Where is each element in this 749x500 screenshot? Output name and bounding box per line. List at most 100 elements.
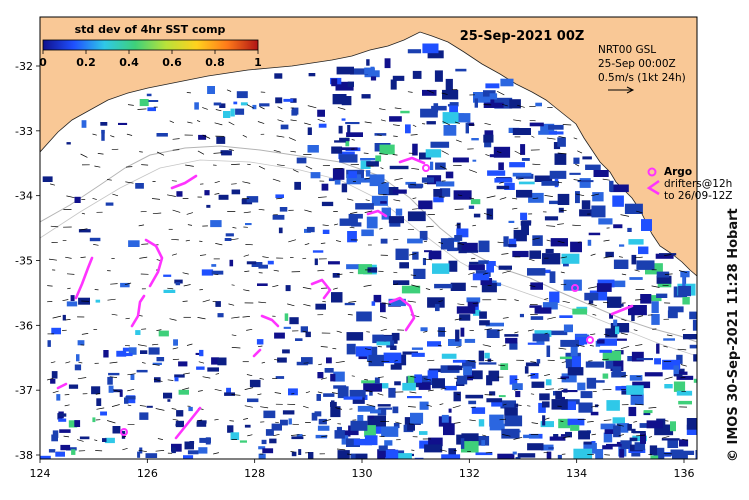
sst-data-patch: [214, 103, 222, 106]
sst-data-patch: [263, 411, 275, 419]
sst-data-patch: [393, 407, 399, 414]
sst-data-patch: [516, 190, 532, 198]
sst-data-patch: [631, 314, 635, 321]
sst-data-patch: [488, 359, 492, 362]
sst-data-patch: [561, 376, 570, 378]
sst-data-patch: [479, 419, 484, 426]
longitude-label: 124: [30, 467, 51, 480]
sst-data-patch: [606, 400, 620, 411]
latitude-label: -38: [15, 449, 33, 462]
current-vector: [141, 165, 148, 166]
sst-data-patch: [453, 158, 469, 163]
sst-data-patch: [146, 453, 158, 458]
sst-data-patch: [581, 391, 593, 398]
sst-data-patch: [317, 372, 323, 378]
sst-data-patch: [572, 356, 581, 368]
sst-data-patch: [674, 382, 685, 392]
sst-data-patch: [268, 261, 274, 265]
sst-data-patch: [149, 347, 160, 354]
sst-data-patch: [283, 410, 295, 414]
sst-data-patch: [140, 350, 147, 354]
sst-data-patch: [455, 330, 459, 342]
sst-data-patch: [485, 353, 490, 359]
sst-data-patch: [636, 260, 654, 270]
sst-data-patch: [461, 438, 464, 449]
longitude-label: 134: [566, 467, 587, 480]
sst-data-patch: [226, 233, 234, 236]
sst-data-patch: [433, 197, 444, 202]
current-vector: [561, 284, 566, 285]
sst-data-patch: [266, 429, 274, 436]
sst-data-patch: [436, 181, 454, 186]
sst-data-patch: [385, 457, 393, 465]
sst-data-patch: [488, 261, 495, 266]
sst-data-patch: [514, 404, 518, 408]
sst-data-patch: [59, 429, 70, 433]
sst-data-patch: [202, 269, 213, 275]
sst-data-patch: [360, 158, 375, 160]
sst-data-patch: [275, 194, 284, 198]
sst-data-patch: [683, 334, 702, 339]
sst-data-patch: [613, 224, 622, 228]
sst-data-patch: [663, 338, 675, 340]
sst-data-patch: [80, 437, 90, 440]
sst-data-patch: [578, 430, 590, 439]
sst-data-patch: [604, 433, 613, 443]
sst-data-patch: [597, 283, 612, 292]
sst-data-patch: [285, 313, 289, 321]
sst-data-patch: [388, 388, 395, 398]
sst-data-patch: [573, 368, 583, 372]
sst-data-patch: [139, 412, 148, 420]
sst-data-patch: [592, 192, 603, 201]
sst-data-patch: [43, 176, 53, 182]
sst-data-patch: [137, 452, 140, 458]
sst-data-patch: [147, 107, 156, 111]
sst-data-patch: [421, 327, 428, 331]
sst-data-patch: [475, 98, 478, 107]
sst-data-patch: [667, 441, 678, 449]
sst-data-patch: [448, 366, 463, 371]
sst-data-patch: [157, 133, 168, 137]
sst-data-patch: [471, 199, 480, 204]
sst-data-patch: [671, 450, 684, 454]
sst-data-patch: [438, 327, 445, 337]
sst-data-patch: [531, 316, 544, 320]
sst-data-patch: [147, 94, 152, 97]
sst-data-patch: [571, 345, 578, 356]
sst-data-patch: [584, 442, 592, 445]
sst-data-patch: [126, 396, 136, 399]
sst-data-patch: [289, 317, 298, 324]
colorbar-tick-label: 0.8: [205, 56, 225, 69]
sst-data-patch: [74, 420, 80, 427]
sst-data-patch: [461, 328, 465, 337]
sst-data-patch: [564, 325, 573, 333]
sst-data-patch: [224, 392, 235, 396]
sst-data-patch: [619, 449, 624, 458]
sst-data-patch: [469, 206, 474, 209]
sst-data-patch: [670, 421, 676, 431]
sst-data-patch: [190, 441, 195, 444]
sst-data-patch: [49, 449, 55, 452]
colorbar-tick-label: 0: [39, 56, 47, 69]
sst-data-patch: [420, 402, 429, 410]
sst-data-patch: [389, 216, 404, 223]
sst-data-patch: [612, 196, 624, 207]
sst-data-patch: [247, 196, 259, 202]
sst-data-patch: [315, 259, 318, 266]
sst-data-patch: [118, 123, 127, 125]
sst-data-patch: [346, 264, 358, 269]
latitude-label: -34: [15, 190, 33, 203]
sst-data-patch: [259, 103, 269, 106]
sst-data-patch: [396, 209, 402, 216]
sst-data-patch: [297, 158, 307, 164]
sst-data-patch: [378, 182, 389, 194]
sst-data-patch: [76, 354, 80, 361]
sst-data-patch: [427, 121, 436, 124]
sst-data-patch: [503, 236, 508, 246]
sst-data-patch: [356, 454, 368, 459]
sst-data-patch: [465, 395, 483, 399]
sst-data-patch: [230, 260, 234, 267]
sst-data-patch: [591, 206, 605, 218]
latitude-label: -32: [15, 60, 33, 73]
sst-data-patch: [319, 124, 327, 128]
